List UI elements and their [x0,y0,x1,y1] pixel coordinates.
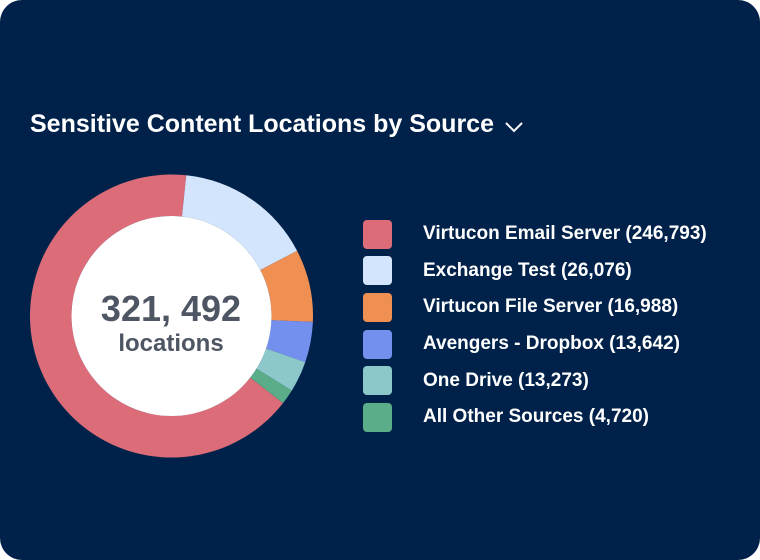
donut-center [71,216,272,416]
legend-item[interactable]: Virtucon Email Server (246,793) [363,216,707,253]
legend-swatch [363,402,392,432]
legend-label: Virtucon File Server (16,988) [423,296,679,318]
legend-item[interactable]: Exchange Test (26,076) [363,253,707,290]
donut-slice[interactable] [256,348,306,391]
legend-swatch [363,219,392,249]
total-value: 321, 492 [100,288,242,329]
chart-title-dropdown[interactable]: Sensitive Content Locations by Source [30,110,524,139]
legend-item[interactable]: All Other Sources (4,720) [363,399,707,436]
donut-chart [30,174,313,458]
legend-label: Virtucon Email Server (246,793) [423,223,707,245]
legend-swatch [363,292,392,322]
chevron-down-icon [505,121,523,132]
legend-item[interactable]: Virtucon File Server (16,988) [363,289,707,326]
legend-swatch [363,329,392,359]
total-label: locations [118,330,224,357]
legend-label: One Drive (13,273) [423,369,589,391]
chart-title: Sensitive Content Locations by Source [30,110,494,138]
donut-slice[interactable] [266,320,313,363]
legend-label: All Other Sources (4,720) [423,406,649,428]
legend-item[interactable]: Avengers - Dropbox (13,642) [363,326,707,363]
legend-label: Exchange Test (26,076) [423,259,632,281]
donut-slice[interactable] [260,250,313,322]
legend-swatch [363,366,392,396]
donut-slice[interactable] [30,174,284,458]
legend-swatch [363,256,392,286]
donut-slice[interactable] [181,175,298,270]
legend-label: Avengers - Dropbox (13,642) [423,333,680,355]
legend-item[interactable]: One Drive (13,273) [363,362,707,399]
donut-slice[interactable] [250,368,292,404]
legend: Virtucon Email Server (246,793) Exchange … [363,216,707,436]
